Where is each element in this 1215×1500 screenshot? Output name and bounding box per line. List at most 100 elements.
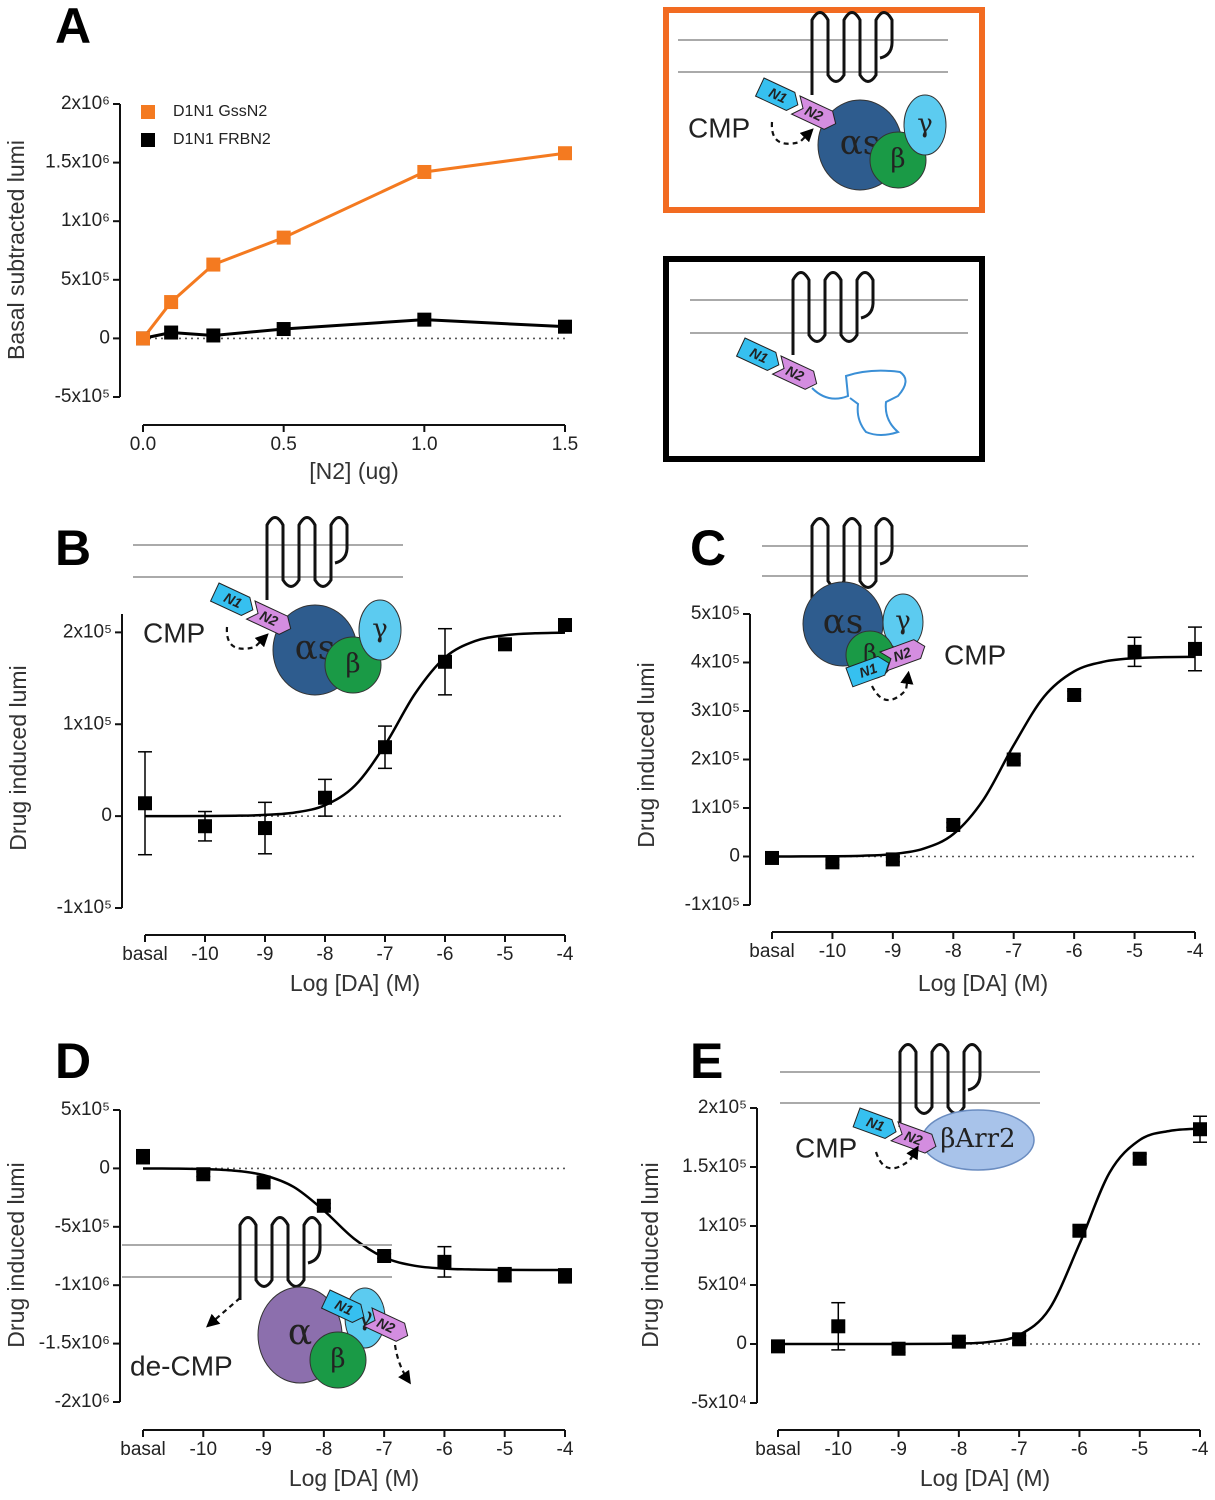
y-tick-label: -1.5x10⁶: [39, 1333, 110, 1354]
y-axis-label: Drug induced lumi: [633, 662, 659, 847]
data-point: [951, 1334, 966, 1349]
y-tick-label: 2x10⁵: [698, 1097, 747, 1118]
data-point: [771, 1339, 785, 1354]
dashed-arrow: [225, 626, 269, 650]
g-beta-label: β: [330, 1344, 345, 1374]
tag-shape: [209, 582, 254, 617]
x-tick-label: -9: [257, 944, 274, 965]
data-point: [825, 855, 840, 870]
data-point: [1006, 752, 1021, 767]
x-tick-label: 1.5: [552, 434, 578, 455]
y-tick-label: -5x10⁵: [55, 1216, 110, 1237]
y-tick-label: 4x10⁵: [691, 652, 740, 673]
tag-label: N1: [864, 1113, 886, 1134]
data-point: [276, 230, 291, 245]
y-tick-label: -5x10⁵: [55, 386, 110, 407]
tag-label: N2: [891, 644, 913, 665]
x-tick-label: basal: [120, 1439, 165, 1460]
x-tick-label: -5: [497, 944, 514, 965]
diagram-frame: [663, 256, 985, 462]
y-tick-label: 1.5x10⁵: [682, 1156, 747, 1177]
x-tick-label: -10: [190, 1439, 217, 1460]
x-tick-label: -6: [437, 944, 454, 965]
cmp-label: CMP: [688, 112, 750, 143]
x-tick-label: -4: [1187, 941, 1204, 962]
tag-shape: [735, 337, 780, 372]
x-tick-label: -7: [377, 944, 394, 965]
tag: N2: [890, 1121, 937, 1154]
data-point: [206, 328, 221, 343]
data-point: [558, 146, 572, 161]
chart-panel: B -1x10⁵ 0 1x10⁵ 2x10⁵ basal -10 -9 -8 -7 -6 -5 -4 Lo…: [5, 520, 574, 996]
y-tick-label: -1x10⁶: [55, 1274, 110, 1295]
x-tick-label: -6: [1071, 1439, 1088, 1460]
data-point: [831, 1319, 846, 1334]
g-alpha-label: α: [288, 1312, 312, 1353]
data-point: [136, 331, 150, 346]
y-tick-label: 1x10⁶: [61, 210, 110, 231]
cmp-label: CMP: [944, 639, 1006, 670]
y-tick-label: 5x10⁵: [61, 269, 110, 290]
receptor: [810, 517, 894, 601]
y-tick-label: 0: [99, 327, 110, 348]
data-point: [316, 1198, 331, 1213]
tag: N1: [845, 655, 890, 688]
x-axis-label: [N2] (ug): [309, 458, 398, 484]
receptor: [265, 516, 349, 600]
receptor: [810, 11, 894, 95]
y-tick-label: 5x10⁵: [61, 1099, 110, 1120]
x-tick-label: -7: [376, 1439, 393, 1460]
data-point: [417, 312, 432, 327]
g-gamma: [358, 599, 402, 661]
legend-label: D1N1 GssN2: [173, 103, 267, 120]
x-axis-label: Log [DA] (M): [289, 1465, 419, 1491]
data-point: [164, 295, 179, 310]
y-tick-label: 5x10⁴: [698, 1274, 747, 1295]
tag-label: N1: [857, 660, 879, 681]
tag-label: N2: [258, 607, 281, 629]
x-tick-label: -6: [436, 1439, 453, 1460]
data-point: [1072, 1223, 1087, 1238]
g-beta-label: β: [345, 649, 360, 679]
g-beta: [309, 1331, 367, 1389]
arrestin-label: βArr2: [940, 1124, 1015, 1154]
y-axis-label: Drug induced lumi: [637, 1162, 663, 1347]
chart-panel: D -2x10⁶ -1.5x10⁶ -1x10⁶ -5x10⁵ 0 5x10⁵ basal -1…: [3, 1033, 574, 1491]
y-tick-label: 0: [99, 1157, 110, 1178]
data-point: [138, 796, 152, 811]
y-tick-label: -5x10⁴: [691, 1392, 747, 1413]
tag: N2: [878, 639, 926, 672]
panel-letter: E: [690, 1033, 723, 1089]
tag: N1: [754, 77, 799, 112]
panel-letter: D: [55, 1033, 91, 1089]
legend-label: D1N1 FRBN2: [173, 131, 271, 148]
data-point: [558, 1268, 572, 1283]
g-gamma: [903, 94, 947, 156]
data-point: [1188, 641, 1202, 656]
panel-letter: A: [55, 0, 91, 54]
data-point: [1132, 1151, 1147, 1166]
dashed-arrow: [393, 1344, 411, 1385]
data-point: [438, 654, 452, 669]
panel-letter: B: [55, 520, 91, 576]
y-tick-label: 0: [729, 846, 740, 867]
data-point: [206, 257, 221, 272]
x-axis-label: Log [DA] (M): [290, 970, 420, 996]
diagram-frame: [663, 7, 985, 213]
data-point: [1193, 1122, 1207, 1137]
chart-panel: A -5x10⁵ 0 5x10⁵ 1x10⁶ 1.5x10⁶ 2x10⁶ 0.0 0.5 1.0 1…: [3, 0, 578, 484]
data-point: [1067, 687, 1082, 702]
y-tick-label: 1x10⁵: [691, 797, 740, 818]
data-point: [437, 1254, 452, 1269]
x-tick-label: -10: [819, 941, 846, 962]
y-tick-label: 1x10⁵: [63, 713, 112, 734]
data-point: [891, 1341, 906, 1356]
frb-protein: [811, 369, 907, 436]
data-point: [318, 790, 332, 805]
tag-shape: [878, 639, 926, 672]
tag-shape: [845, 655, 890, 688]
data-point: [198, 819, 212, 834]
